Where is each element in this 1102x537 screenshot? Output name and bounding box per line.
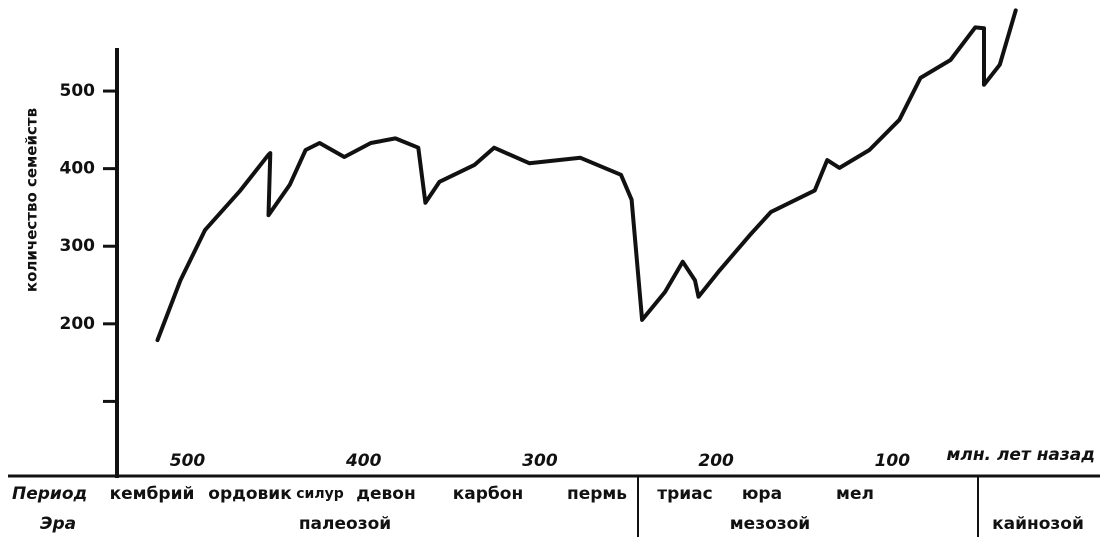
x-tick-label: 100 [875,451,911,471]
period-label: ордовик [208,484,292,504]
y-tick-label: 300 [60,236,96,256]
era-row-label: Эра [40,514,76,534]
period-label: карбон [453,484,523,504]
period-label: пермь [567,484,627,504]
era-label: палеозой [299,514,391,534]
y-axis-label: количество семейств [23,108,41,292]
period-label: силур [296,486,344,502]
era-label: кайнозой [992,514,1084,534]
era-label: мезозой [730,514,810,534]
x-tick-label: 200 [698,451,734,471]
y-tick-label: 200 [60,314,96,334]
y-tick-label: 500 [60,81,96,101]
x-tick-label: 500 [170,451,206,471]
x-tick-label: 400 [345,451,382,471]
period-row-label: Период [12,484,87,504]
period-label: девон [356,484,415,504]
x-tick-label: 300 [522,451,558,471]
period-label: кембрий [110,484,195,504]
x-axis-label: млн. лет назад [946,445,1095,465]
period-label: триас [657,484,712,504]
period-label: юра [742,484,782,504]
period-label: мел [836,484,874,504]
data-line [155,8,1018,343]
y-tick-label: 400 [60,159,96,179]
